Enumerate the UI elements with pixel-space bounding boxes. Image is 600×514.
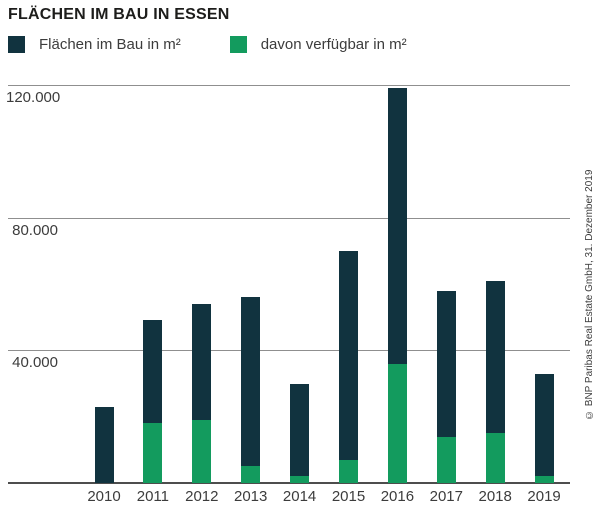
bar-available-2019 [534, 476, 554, 483]
page-title: FLÄCHEN IM BAU IN ESSEN [8, 6, 230, 23]
gridline-40000 [8, 350, 570, 352]
legend-swatch-built-icon [8, 36, 25, 53]
x-tick-label-2017: 2017 [429, 488, 463, 505]
legend-item-available: davon verfügbar in m² [229, 36, 407, 53]
legend: Flächen im Bau in m² davon verfügbar in … [8, 36, 407, 53]
x-tick-label-2014: 2014 [282, 488, 317, 505]
bar-available-2012 [192, 419, 212, 483]
bar-total-2014 [290, 383, 310, 483]
x-tick-label-2019: 2019 [527, 488, 561, 505]
bar-available-2011 [143, 423, 163, 483]
y-tick-label-120000: 120.000 [6, 89, 61, 106]
legend-label-available: davon verfügbar in m² [260, 36, 407, 53]
x-tick-label-2013: 2013 [234, 488, 268, 505]
bar-available-2013 [241, 466, 261, 483]
gridline-80000 [8, 217, 570, 219]
y-tick-label-80000: 80.000 [12, 221, 58, 239]
bar-available-2018 [485, 433, 505, 483]
y-tick-label-40000: 40.000 [12, 354, 58, 372]
x-axis-line [8, 482, 570, 484]
x-tick-label-2018: 2018 [478, 488, 512, 505]
bar-total-2017 [436, 290, 456, 483]
bar-total-2019 [534, 373, 554, 483]
bar-available-2016 [387, 363, 407, 483]
bar-available-2017 [436, 436, 456, 483]
x-tick-label-2016: 2016 [380, 488, 415, 505]
gridline-120000 [8, 85, 570, 86]
bar-available-2015 [339, 459, 358, 483]
bar-total-2015 [339, 250, 358, 483]
x-tick-label-2015: 2015 [331, 488, 366, 505]
bar-total-2013 [241, 297, 261, 483]
x-tick-label-2010: 2010 [87, 488, 121, 505]
bar-total-2018 [485, 280, 505, 483]
legend-swatch-available-icon [229, 36, 247, 53]
legend-label-built: Flächen im Bau in m² [39, 36, 181, 53]
bar-available-2014 [290, 476, 310, 483]
legend-item-built: Flächen im Bau in m² [8, 36, 181, 53]
copyright-vertical: © BNP Paribas Real Estate GmbH, 31. Deze… [584, 169, 595, 421]
x-tick-label-2011: 2011 [136, 488, 170, 505]
x-tick-label-2012: 2012 [185, 488, 219, 505]
chart-plot: 40.000 80.000 120.000 2010 2011 2012 2013 2014 2… [6, 85, 570, 505]
bar-total-2010 [94, 406, 114, 483]
